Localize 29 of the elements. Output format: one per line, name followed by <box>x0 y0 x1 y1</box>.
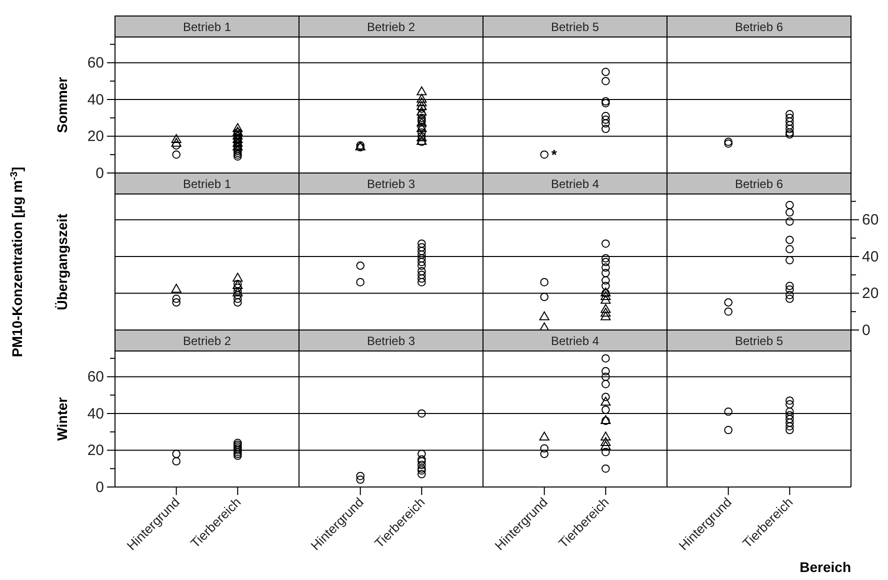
y-tick-label: 20 <box>862 285 879 302</box>
chart-title: Betrieb 2 <box>182 334 232 348</box>
chart-title: Betrieb 5 <box>734 334 784 348</box>
chart-title: Betrieb 4 <box>550 334 600 348</box>
chart-title: Betrieb 1 <box>182 177 232 191</box>
chart-title: Betrieb 5 <box>550 20 600 34</box>
y-axis-title: Übergangszeit <box>54 213 70 310</box>
y-tick-label: 40 <box>862 248 879 266</box>
annotation: * <box>551 146 558 163</box>
chart-title: Betrieb 6 <box>734 20 784 34</box>
chart-title: Betrieb 1 <box>182 20 232 34</box>
chart-title: Betrieb 6 <box>734 177 784 191</box>
y-tick-label: 0 <box>862 322 870 339</box>
chart-title: Betrieb 4 <box>550 177 600 191</box>
y-tick-label: 20 <box>87 442 104 460</box>
y-tick-label: 0 <box>96 165 104 182</box>
y-axis-title: Sommer <box>54 76 70 134</box>
y-tick-label: 40 <box>87 91 104 108</box>
y-tick-label: 60 <box>862 212 879 229</box>
y-tick-label: 0 <box>96 479 104 496</box>
y-tick-label: 60 <box>87 54 104 72</box>
y-tick-label: 60 <box>87 368 104 386</box>
chart-title: Betrieb 3 <box>366 177 416 191</box>
chart-title: Betrieb 2 <box>366 20 416 34</box>
y-axis-title: Winter <box>54 396 70 441</box>
y-tick-label: 40 <box>87 405 104 422</box>
x-axis-title: Bereich <box>800 559 851 575</box>
y-tick-label: 20 <box>87 128 104 146</box>
chart-title: Betrieb 3 <box>366 334 416 348</box>
